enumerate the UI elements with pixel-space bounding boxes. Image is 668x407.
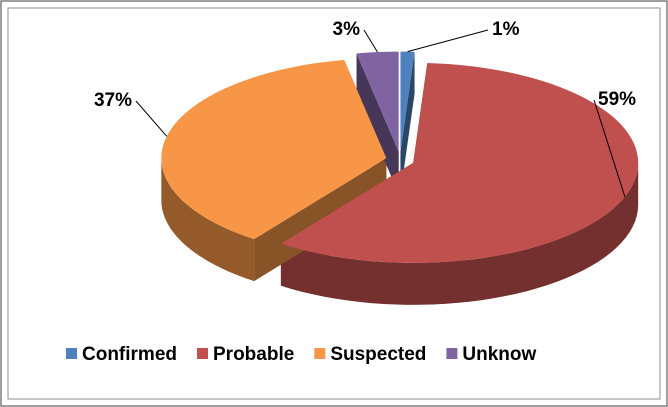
legend-label: Suspected: [330, 344, 426, 365]
slice: [400, 51, 415, 152]
leader-line: [135, 100, 168, 137]
data-label: 3%: [333, 19, 361, 40]
slice-side: [280, 162, 639, 305]
legend-swatch: [197, 348, 208, 359]
leader-line: [363, 29, 378, 53]
data-label: 37%: [94, 90, 132, 111]
slice-side: [161, 158, 255, 282]
legend-label: Unknow: [462, 344, 536, 365]
data-label: 1%: [492, 19, 520, 40]
legend-swatch: [66, 348, 77, 359]
slice: [161, 59, 387, 240]
slice: [280, 63, 639, 263]
legend-label: Confirmed: [82, 344, 177, 365]
slice-wall: [254, 158, 387, 282]
legend-label: Probable: [213, 344, 294, 365]
data-label: 59%: [598, 89, 636, 110]
legend-swatch: [446, 348, 458, 359]
slice-wall: [400, 51, 415, 194]
slice-wall: [356, 53, 399, 194]
slice: [356, 51, 399, 152]
leader-line: [407, 29, 489, 53]
leader-line: [593, 99, 626, 197]
plot-frame: [7, 7, 661, 400]
legend-swatch: [314, 348, 326, 359]
